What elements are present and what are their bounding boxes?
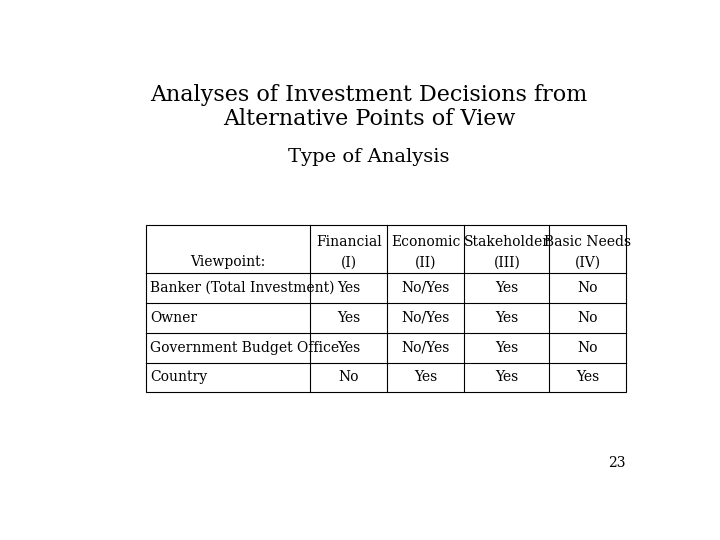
Text: Yes: Yes: [337, 341, 361, 355]
Text: (III): (III): [493, 255, 521, 269]
Text: (I): (I): [341, 255, 357, 269]
Text: Yes: Yes: [495, 281, 518, 295]
Text: Owner: Owner: [150, 310, 197, 325]
Text: Yes: Yes: [495, 341, 518, 355]
Text: No: No: [577, 341, 598, 355]
Text: (II): (II): [415, 255, 436, 269]
Text: No/Yes: No/Yes: [402, 341, 450, 355]
Text: Yes: Yes: [337, 310, 361, 325]
Text: Analyses of Investment Decisions from: Analyses of Investment Decisions from: [150, 84, 588, 105]
Text: Yes: Yes: [576, 370, 599, 384]
Text: (IV): (IV): [575, 255, 600, 269]
Text: Type of Analysis: Type of Analysis: [288, 148, 450, 166]
Text: Yes: Yes: [337, 281, 361, 295]
Text: Alternative Points of View: Alternative Points of View: [222, 109, 516, 131]
Text: Banker (Total Investment): Banker (Total Investment): [150, 281, 335, 295]
Text: 23: 23: [608, 456, 626, 470]
Text: Viewpoint:: Viewpoint:: [191, 255, 266, 269]
Text: Country: Country: [150, 370, 207, 384]
Text: Yes: Yes: [495, 370, 518, 384]
Text: Yes: Yes: [414, 370, 438, 384]
Text: Stakeholder: Stakeholder: [464, 234, 550, 248]
Text: Economic: Economic: [391, 234, 461, 248]
Text: Basic Needs: Basic Needs: [544, 234, 631, 248]
Text: Financial: Financial: [316, 234, 382, 248]
Text: No: No: [577, 281, 598, 295]
Text: No: No: [577, 310, 598, 325]
Text: Government Budget Office: Government Budget Office: [150, 341, 339, 355]
Text: Yes: Yes: [495, 310, 518, 325]
Text: No/Yes: No/Yes: [402, 310, 450, 325]
Text: No/Yes: No/Yes: [402, 281, 450, 295]
Text: No: No: [338, 370, 359, 384]
Bar: [145, 225, 626, 393]
